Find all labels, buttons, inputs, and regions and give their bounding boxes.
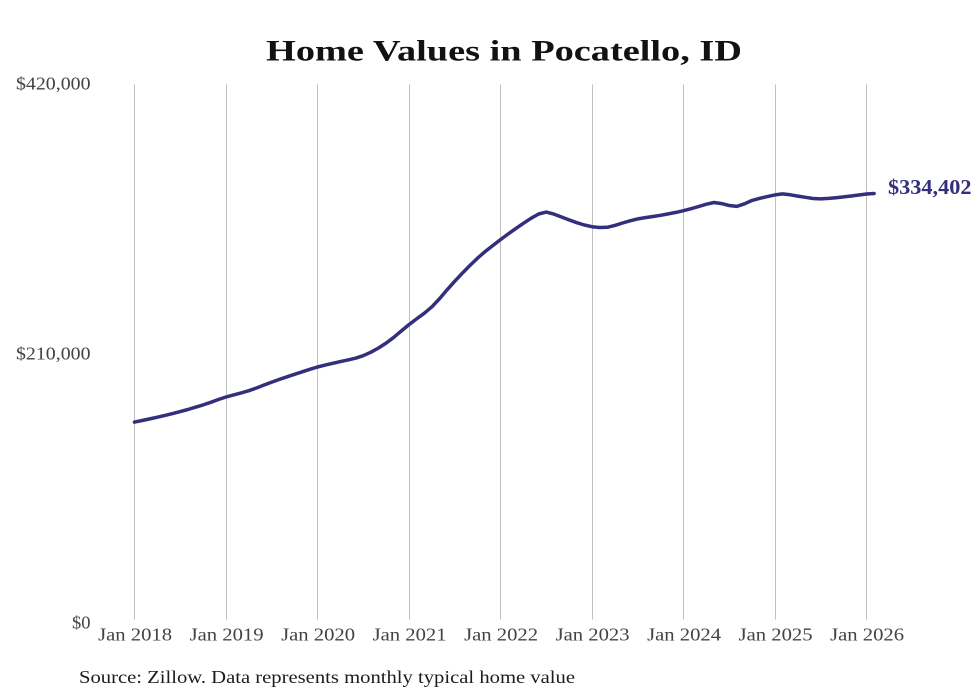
svg-text:Jan 2026: Jan 2026 [830, 625, 904, 645]
svg-text:Source: Zillow. Data represent: Source: Zillow. Data represents monthly … [79, 667, 575, 687]
svg-text:Jan 2021: Jan 2021 [373, 625, 447, 645]
svg-text:Jan 2022: Jan 2022 [464, 625, 538, 645]
svg-text:Jan 2025: Jan 2025 [739, 625, 813, 645]
svg-text:$0: $0 [72, 613, 91, 633]
svg-text:$420,000: $420,000 [16, 74, 91, 94]
svg-text:Jan 2019: Jan 2019 [190, 625, 264, 645]
svg-text:Jan 2018: Jan 2018 [98, 625, 172, 645]
svg-text:$334,402: $334,402 [888, 175, 972, 199]
svg-text:$210,000: $210,000 [16, 344, 91, 364]
svg-text:Home Values in Pocatello, ID: Home Values in Pocatello, ID [266, 35, 742, 68]
svg-text:Jan 2023: Jan 2023 [556, 625, 630, 645]
svg-text:Jan 2020: Jan 2020 [281, 625, 355, 645]
svg-text:Jan 2024: Jan 2024 [647, 625, 721, 645]
